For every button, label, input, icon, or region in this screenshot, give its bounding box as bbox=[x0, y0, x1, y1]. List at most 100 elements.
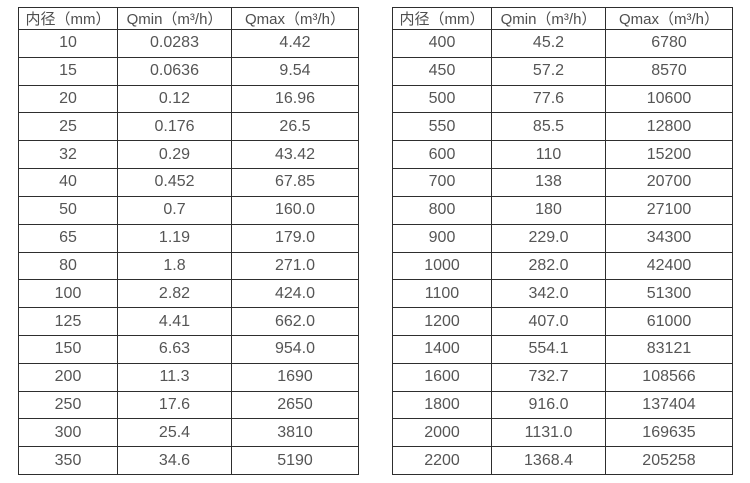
table-cell: 350 bbox=[18, 446, 118, 475]
table-row: 200 11.3 1690 bbox=[18, 362, 359, 392]
table-row: 125 4.41 662.0 bbox=[18, 307, 359, 336]
table-cell: 80 bbox=[18, 251, 118, 281]
table-cell: 1368.4 bbox=[491, 446, 606, 475]
table-cell: 61000 bbox=[605, 307, 733, 336]
table-row: 150 6.63 954.0 bbox=[18, 334, 359, 364]
table-cell: 150 bbox=[18, 334, 118, 364]
table-body: 400 45.2 6780 450 57.2 8570 500 77.6 10600 550 85.… bbox=[392, 29, 733, 475]
table-row: 1400 554.1 83121 bbox=[392, 334, 733, 364]
table-cell: 1600 bbox=[392, 362, 492, 392]
table-cell: 407.0 bbox=[491, 307, 606, 336]
header-cell: Qmax（m³/h） bbox=[231, 7, 359, 30]
table-cell: 424.0 bbox=[231, 279, 359, 309]
table-cell: 0.0636 bbox=[117, 56, 232, 86]
table-cell: 916.0 bbox=[491, 390, 606, 420]
table-cell: 25.4 bbox=[117, 418, 232, 448]
table-cell: 77.6 bbox=[491, 84, 606, 114]
table-cell: 34.6 bbox=[117, 446, 232, 475]
header-cell: Qmin（m³/h） bbox=[491, 7, 606, 30]
table-cell: 138 bbox=[491, 168, 606, 197]
table-cell: 0.12 bbox=[117, 84, 232, 114]
table-cell: 1200 bbox=[392, 307, 492, 336]
table-cell: 0.452 bbox=[117, 168, 232, 197]
table-cell: 200 bbox=[18, 362, 118, 392]
table-cell: 110 bbox=[491, 140, 606, 170]
flow-rate-table-small-diameters: 内径（mm） Qmin（m³/h） Qmax（m³/h） 10 0.0283 4.42 1… bbox=[18, 7, 359, 475]
table-cell: 1.8 bbox=[117, 251, 232, 281]
table-cell: 85.5 bbox=[491, 112, 606, 142]
table-row: 500 77.6 10600 bbox=[392, 84, 733, 114]
table-row: 1800 916.0 137404 bbox=[392, 390, 733, 420]
table-cell: 2650 bbox=[231, 390, 359, 420]
table-row: 15 0.0636 9.54 bbox=[18, 56, 359, 86]
table-cell: 450 bbox=[392, 56, 492, 86]
table-cell: 700 bbox=[392, 168, 492, 197]
table-cell: 45.2 bbox=[491, 29, 606, 58]
table-cell: 67.85 bbox=[231, 168, 359, 197]
table-row: 250 17.6 2650 bbox=[18, 390, 359, 420]
table-row: 1000 282.0 42400 bbox=[392, 251, 733, 281]
table-cell: 0.176 bbox=[117, 112, 232, 142]
table-cell: 1690 bbox=[231, 362, 359, 392]
table-row: 700 138 20700 bbox=[392, 168, 733, 197]
table-cell: 20700 bbox=[605, 168, 733, 197]
header-cell: Qmin（m³/h） bbox=[117, 7, 232, 30]
table-row: 50 0.7 160.0 bbox=[18, 195, 359, 225]
table-cell: 179.0 bbox=[231, 223, 359, 253]
table-row: 1600 732.7 108566 bbox=[392, 362, 733, 392]
table-cell: 40 bbox=[18, 168, 118, 197]
table-cell: 16.96 bbox=[231, 84, 359, 114]
table-cell: 108566 bbox=[605, 362, 733, 392]
table-cell: 137404 bbox=[605, 390, 733, 420]
table-cell: 8570 bbox=[605, 56, 733, 86]
table-row: 32 0.29 43.42 bbox=[18, 140, 359, 170]
table-cell: 26.5 bbox=[231, 112, 359, 142]
table-cell: 9.54 bbox=[231, 56, 359, 86]
table-row: 1100 342.0 51300 bbox=[392, 279, 733, 309]
table-row: 20 0.12 16.96 bbox=[18, 84, 359, 114]
table-cell: 554.1 bbox=[491, 334, 606, 364]
header-cell: 内径（mm） bbox=[392, 7, 492, 30]
table-cell: 0.0283 bbox=[117, 29, 232, 58]
table-cell: 800 bbox=[392, 195, 492, 225]
table-cell: 15 bbox=[18, 56, 118, 86]
table-cell: 34300 bbox=[605, 223, 733, 253]
table-cell: 500 bbox=[392, 84, 492, 114]
table-cell: 50 bbox=[18, 195, 118, 225]
table-cell: 205258 bbox=[605, 446, 733, 475]
header-cell: 内径（mm） bbox=[18, 7, 118, 30]
table-cell: 11.3 bbox=[117, 362, 232, 392]
table-header-row: 内径（mm） Qmin（m³/h） Qmax（m³/h） bbox=[18, 7, 359, 30]
table-cell: 43.42 bbox=[231, 140, 359, 170]
table-cell: 2.82 bbox=[117, 279, 232, 309]
table-cell: 83121 bbox=[605, 334, 733, 364]
table-row: 350 34.6 5190 bbox=[18, 446, 359, 475]
table-row: 900 229.0 34300 bbox=[392, 223, 733, 253]
table-cell: 954.0 bbox=[231, 334, 359, 364]
table-cell: 6780 bbox=[605, 29, 733, 58]
table-cell: 65 bbox=[18, 223, 118, 253]
table-cell: 0.29 bbox=[117, 140, 232, 170]
table-cell: 900 bbox=[392, 223, 492, 253]
table-cell: 169635 bbox=[605, 418, 733, 448]
table-cell: 180 bbox=[491, 195, 606, 225]
table-cell: 400 bbox=[392, 29, 492, 58]
table-cell: 100 bbox=[18, 279, 118, 309]
table-cell: 271.0 bbox=[231, 251, 359, 281]
table-cell: 600 bbox=[392, 140, 492, 170]
table-cell: 282.0 bbox=[491, 251, 606, 281]
table-body: 10 0.0283 4.42 15 0.0636 9.54 20 0.12 16.96 25 0.1… bbox=[18, 29, 359, 475]
table-row: 100 2.82 424.0 bbox=[18, 279, 359, 309]
table-cell: 550 bbox=[392, 112, 492, 142]
table-cell: 1000 bbox=[392, 251, 492, 281]
table-row: 400 45.2 6780 bbox=[392, 29, 733, 58]
table-cell: 2000 bbox=[392, 418, 492, 448]
table-cell: 4.41 bbox=[117, 307, 232, 336]
table-cell: 342.0 bbox=[491, 279, 606, 309]
table-cell: 732.7 bbox=[491, 362, 606, 392]
table-row: 550 85.5 12800 bbox=[392, 112, 733, 142]
table-cell: 6.63 bbox=[117, 334, 232, 364]
table-row: 800 180 27100 bbox=[392, 195, 733, 225]
table-cell: 25 bbox=[18, 112, 118, 142]
